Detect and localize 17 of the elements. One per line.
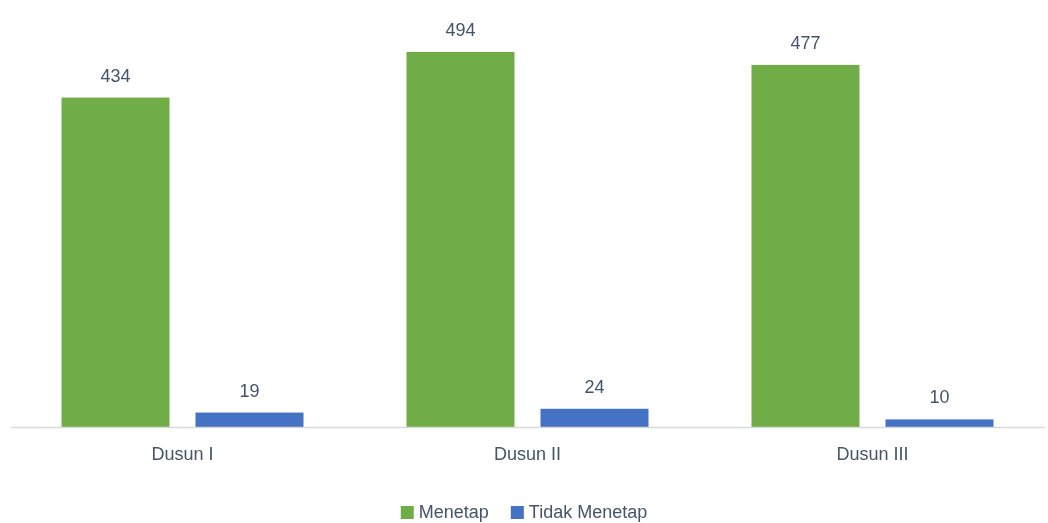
x-tick-label: Dusun II — [493, 443, 562, 464]
data-label: 10 — [929, 387, 950, 408]
legend-label: Menetap — [418, 502, 489, 522]
legend-label: Tidak Menetap — [528, 502, 648, 522]
data-label: 434 — [100, 65, 131, 86]
bar — [406, 52, 515, 427]
x-tick-label: Dusun I — [151, 443, 214, 464]
bar — [61, 97, 170, 427]
data-label: 477 — [790, 32, 821, 53]
data-label: 494 — [445, 20, 476, 40]
bar — [540, 408, 649, 427]
bar — [751, 64, 860, 427]
data-label: 19 — [239, 380, 260, 401]
data-label: 24 — [584, 376, 605, 397]
bar — [885, 419, 994, 427]
bar — [195, 412, 304, 427]
x-tick-label: Dusun III — [836, 443, 909, 464]
